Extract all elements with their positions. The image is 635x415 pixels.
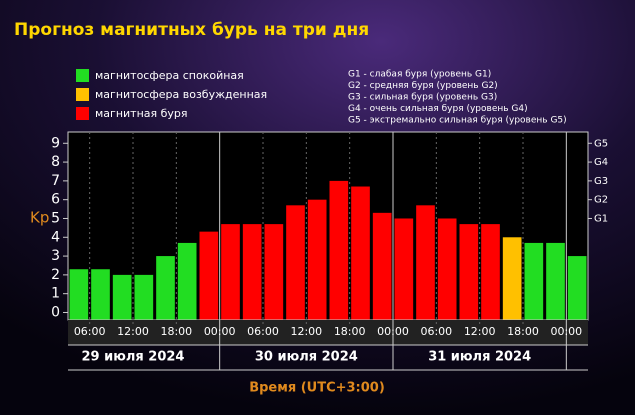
bar <box>351 186 370 320</box>
bar <box>199 231 219 320</box>
x-tick-label: 00:00 <box>550 325 582 338</box>
y-axis-label: Kp <box>30 209 49 227</box>
y-tick-label: 4 <box>51 229 60 245</box>
y2-tick-label: G1 <box>594 213 608 224</box>
y-tick-label: 5 <box>51 210 60 226</box>
bar <box>524 242 544 320</box>
bar <box>264 224 284 320</box>
storm-level: G4 - очень сильная буря (уровень G4) <box>348 104 528 114</box>
date-label: 29 июля 2024 <box>82 350 185 365</box>
bar <box>416 205 435 320</box>
bar <box>546 242 565 320</box>
bar <box>567 256 587 320</box>
bar <box>502 237 522 320</box>
bar <box>307 199 327 320</box>
bar <box>177 242 197 320</box>
y-tick-label: 2 <box>51 267 60 283</box>
storm-level: G1 - слабая буря (уровень G1) <box>348 70 491 80</box>
x-tick-label: 00:00 <box>377 325 409 338</box>
y2-tick-label: G5 <box>594 138 608 149</box>
y-tick-label: 8 <box>51 154 60 170</box>
x-tick-label: 06:00 <box>420 325 452 338</box>
date-label: 30 июля 2024 <box>255 350 358 365</box>
bar <box>156 256 175 320</box>
bar <box>459 224 479 320</box>
y-tick-label: 6 <box>51 192 60 208</box>
x-tick-label: 00:00 <box>204 325 236 338</box>
tick-band <box>68 320 588 345</box>
y2-tick-label: G4 <box>594 157 608 168</box>
bar <box>329 180 349 320</box>
bar <box>286 205 305 320</box>
bar <box>221 224 240 320</box>
bar <box>242 224 262 320</box>
legend-label: магнитная буря <box>95 107 188 120</box>
legend-swatch <box>76 107 89 120</box>
plot-area <box>67 131 589 321</box>
x-tick-label: 06:00 <box>74 325 106 338</box>
x-tick-label: 12:00 <box>464 325 496 338</box>
legend-label: магнитосфера спокойная <box>95 69 244 82</box>
bar <box>437 218 457 320</box>
y2-tick-label: G2 <box>594 195 608 206</box>
legend-swatch <box>76 69 89 82</box>
bar <box>91 269 110 320</box>
y-tick-label: 0 <box>51 304 60 320</box>
x-tick-label: 18:00 <box>334 325 366 338</box>
bar <box>134 274 154 320</box>
x-tick-label: 18:00 <box>507 325 539 338</box>
bar <box>394 218 414 320</box>
legend-label: магнитосфера возбужденная <box>95 88 267 101</box>
y2-tick-label: G3 <box>594 176 608 187</box>
bar <box>112 274 132 320</box>
x-axis-label: Время (UTC+3:00) <box>249 381 385 396</box>
storm-level: G5 - экстремально сильная буря (уровень … <box>348 116 567 126</box>
x-tick-label: 12:00 <box>117 325 149 338</box>
x-tick-label: 18:00 <box>160 325 192 338</box>
bar <box>69 269 89 320</box>
y-tick-label: 9 <box>51 135 60 151</box>
y-tick-label: 3 <box>51 248 60 264</box>
x-tick-label: 12:00 <box>290 325 322 338</box>
bar <box>481 224 500 320</box>
legend-swatch <box>76 88 89 101</box>
storm-level: G3 - сильная буря (уровень G3) <box>348 93 497 103</box>
y-tick-label: 7 <box>51 173 60 189</box>
date-label: 31 июля 2024 <box>428 350 531 365</box>
y-tick-label: 1 <box>51 286 60 302</box>
storm-level: G2 - средняя буря (уровень G2) <box>348 81 498 91</box>
x-tick-label: 06:00 <box>247 325 279 338</box>
chart-title: Прогноз магнитных бурь на три дня <box>14 20 369 40</box>
bar <box>372 212 392 320</box>
